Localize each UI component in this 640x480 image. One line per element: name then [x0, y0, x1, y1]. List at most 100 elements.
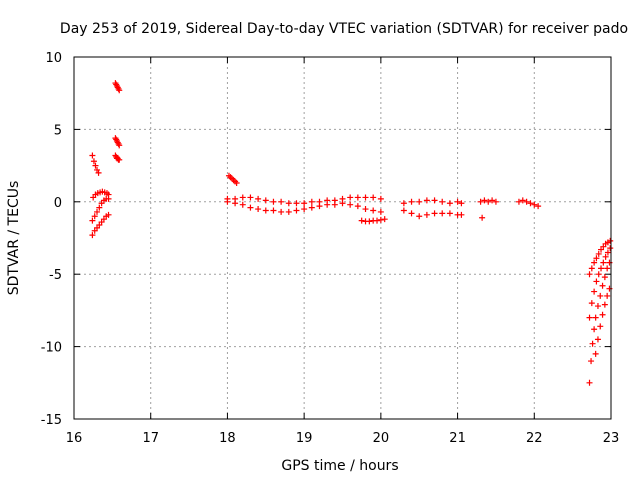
- data-point: [96, 204, 103, 211]
- data-point: [270, 198, 277, 205]
- plot-frame: [73, 56, 612, 420]
- data-point: [293, 200, 300, 207]
- data-point: [602, 253, 609, 260]
- data-point: [377, 216, 384, 223]
- data-point: [601, 274, 608, 281]
- data-point: [232, 200, 239, 207]
- data-point: [477, 198, 484, 205]
- data-point: [489, 197, 496, 204]
- data-point: [607, 237, 614, 244]
- x-tick-label: 23: [603, 431, 620, 446]
- data-point: [416, 198, 423, 205]
- data-point: [239, 201, 246, 208]
- x-tick-label: 22: [526, 431, 543, 446]
- data-point: [347, 194, 354, 201]
- series-seg-16a-low1: [89, 195, 112, 224]
- data-point: [604, 265, 611, 272]
- y-tick-label: 10: [45, 51, 62, 66]
- data-point: [595, 271, 602, 278]
- x-tick-label: 19: [296, 431, 313, 446]
- data-point: [593, 255, 600, 262]
- data-point: [331, 201, 338, 208]
- data-point: [591, 259, 598, 266]
- data-point: [588, 300, 595, 307]
- data-point: [527, 200, 534, 207]
- data-point: [408, 198, 415, 205]
- data-point: [270, 207, 277, 214]
- data-point: [370, 194, 377, 201]
- data-point: [224, 198, 231, 205]
- data-point: [604, 292, 611, 299]
- data-point: [354, 203, 361, 210]
- data-point: [324, 201, 331, 208]
- data-point: [599, 282, 606, 289]
- y-tick-label: -5: [49, 268, 62, 283]
- data-point: [308, 198, 315, 205]
- data-point: [592, 314, 599, 321]
- data-point: [531, 201, 538, 208]
- data-point: [597, 292, 604, 299]
- data-point: [377, 208, 384, 215]
- data-point: [591, 326, 598, 333]
- data-point: [400, 200, 407, 207]
- data-point: [479, 214, 486, 221]
- data-point: [116, 142, 123, 149]
- series-seg-16a-upper: [89, 152, 102, 176]
- data-point: [481, 197, 488, 204]
- data-point: [381, 216, 388, 223]
- data-points: [89, 80, 614, 386]
- data-point: [301, 200, 308, 207]
- data-point: [597, 323, 604, 330]
- data-point: [446, 200, 453, 207]
- data-point: [588, 265, 595, 272]
- series-seg-18-rise: [225, 172, 240, 186]
- axis-ticks: [73, 56, 612, 420]
- data-point: [233, 179, 240, 186]
- data-point: [374, 217, 381, 224]
- series-seg-20-21-lower: [400, 207, 465, 220]
- data-point: [262, 207, 269, 214]
- data-point: [439, 210, 446, 217]
- data-point: [431, 210, 438, 217]
- data-point: [601, 301, 608, 308]
- data-point: [247, 204, 254, 211]
- data-point: [595, 250, 602, 257]
- series-seg-23-a: [586, 259, 613, 386]
- data-point: [604, 249, 611, 256]
- data-point: [598, 265, 605, 272]
- series-seg-23-d: [592, 285, 613, 357]
- series-seg-19-20-low: [358, 216, 388, 225]
- data-point: [105, 195, 112, 202]
- data-point: [262, 197, 269, 204]
- x-tick-label: 20: [373, 431, 390, 446]
- data-point: [293, 207, 300, 214]
- data-point: [339, 200, 346, 207]
- data-point: [423, 197, 430, 204]
- series-seg-16b-top: [112, 80, 123, 94]
- data-point: [485, 198, 492, 205]
- data-point: [423, 211, 430, 218]
- data-point: [94, 208, 101, 215]
- data-point: [606, 259, 613, 266]
- series-seg-23-b: [586, 245, 614, 321]
- data-point: [377, 195, 384, 202]
- data-point: [589, 340, 596, 347]
- data-point: [354, 194, 361, 201]
- x-tick-label: 16: [66, 431, 83, 446]
- data-point: [416, 213, 423, 220]
- data-point: [592, 350, 599, 357]
- chart-title: Day 253 of 2019, Sidereal Day-to-day VTE…: [60, 21, 628, 37]
- data-point: [362, 194, 369, 201]
- data-point: [535, 203, 542, 210]
- data-point: [594, 303, 601, 310]
- data-point: [255, 195, 262, 202]
- y-tick-label: 5: [54, 123, 62, 138]
- data-point: [278, 208, 285, 215]
- x-axis-label: GPS time / hours: [281, 458, 398, 474]
- data-point: [606, 285, 613, 292]
- data-point: [454, 198, 461, 205]
- y-tick-label: -10: [41, 341, 62, 356]
- data-point: [90, 158, 97, 165]
- data-point: [607, 245, 614, 252]
